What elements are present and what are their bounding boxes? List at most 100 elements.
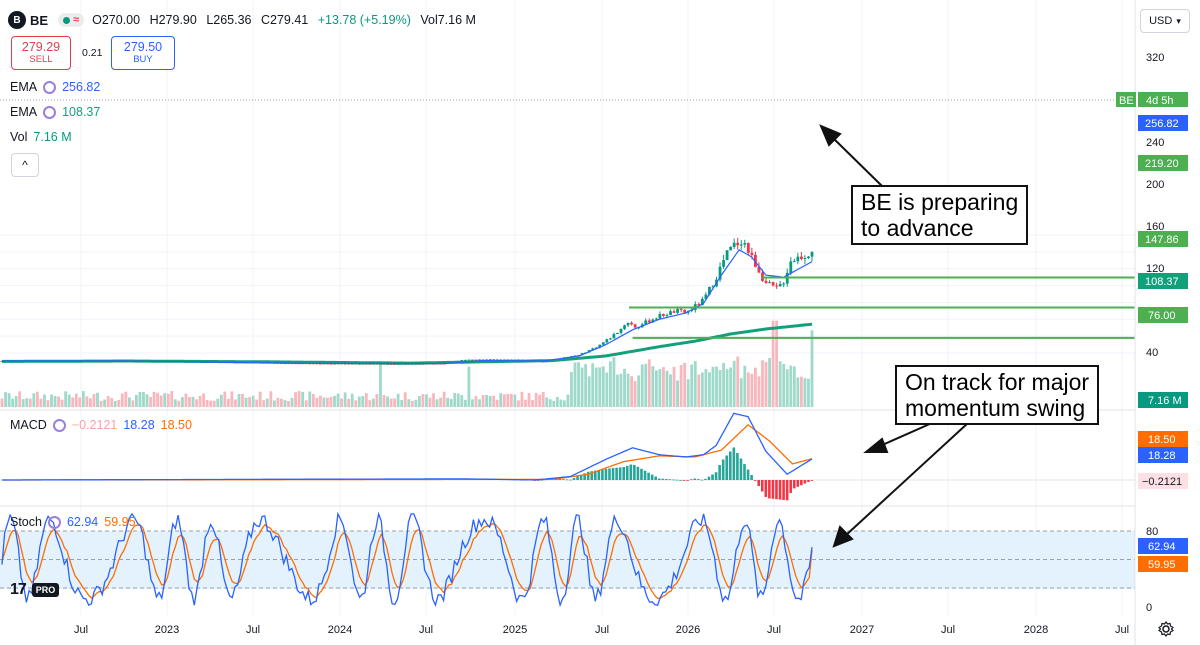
- candle-body: [683, 309, 687, 313]
- volume-bar: [570, 371, 573, 407]
- volume-bar: [149, 396, 152, 407]
- buy-button[interactable]: 279.50 BUY: [111, 36, 175, 70]
- candle-body: [633, 324, 637, 328]
- refresh-icon[interactable]: [47, 515, 61, 529]
- volume-bar: [566, 394, 570, 407]
- level-2-tag: 147.86: [1145, 234, 1179, 246]
- volume-bar: [488, 395, 492, 407]
- candle-body: [771, 282, 775, 286]
- candle-body: [591, 348, 595, 351]
- volume-bar: [145, 394, 149, 407]
- volume-bar: [21, 399, 25, 407]
- volume-bar: [301, 391, 305, 407]
- macd-histogram-bar: [654, 476, 657, 480]
- currency-selector[interactable]: USD ▾: [1140, 9, 1190, 33]
- macd-histogram-bar: [622, 467, 626, 480]
- volume-bar: [156, 392, 160, 407]
- candle-body: [651, 319, 655, 323]
- macd-histogram-bar: [679, 480, 682, 481]
- volume-bar: [545, 397, 549, 407]
- ohlc-readout: O270.00 H279.90 L265.36 C279.41 +13.78 (…: [92, 13, 482, 27]
- volume-bar: [18, 391, 22, 407]
- volume-bar: [548, 399, 552, 407]
- volume-bar: [577, 362, 580, 407]
- macd-histogram-bar: [782, 480, 785, 500]
- gear-icon[interactable]: [1157, 620, 1175, 638]
- macd-histogram-bar: [739, 458, 743, 480]
- volume-bar: [715, 366, 718, 407]
- candle-body: [485, 359, 488, 361]
- low-value: L265.36: [206, 13, 252, 27]
- volume-bar: [580, 367, 584, 407]
- volume-bar: [103, 399, 106, 407]
- macd-histogram-bar: [572, 478, 576, 480]
- volume-bar: [99, 400, 103, 407]
- stoch-legend[interactable]: Stoch 62.94 59.95: [10, 515, 136, 529]
- macd-histogram-bar: [785, 480, 789, 501]
- macd-histogram-bar: [597, 469, 601, 480]
- sell-price: 279.29: [21, 40, 61, 54]
- buy-price: 279.50: [123, 40, 163, 54]
- macd-histogram-bar: [665, 479, 668, 480]
- volume-bar: [626, 373, 630, 407]
- volume-bar: [771, 320, 775, 407]
- macd-histogram-bar: [760, 480, 764, 492]
- volume-bar: [0, 398, 4, 407]
- refresh-icon[interactable]: [43, 105, 57, 119]
- macd-histogram-bar: [689, 479, 693, 481]
- collapse-legend-button[interactable]: ^: [11, 153, 39, 177]
- ema-slow-legend[interactable]: EMA 108.37: [10, 105, 100, 119]
- volume-legend[interactable]: Vol 7.16 M: [10, 130, 72, 144]
- volume-bar: [396, 393, 400, 407]
- tradingview-logo[interactable]: 17 PRO: [10, 580, 60, 600]
- ema-fast-legend[interactable]: EMA 256.82: [10, 80, 100, 94]
- macd-histogram-bar: [771, 480, 775, 499]
- volume-bar: [188, 397, 191, 407]
- volume-bar: [226, 398, 230, 407]
- macd-legend[interactable]: MACD −0.2121 18.28 18.50: [10, 418, 192, 432]
- volume-bar: [350, 393, 354, 407]
- market-status-pill[interactable]: ≈: [58, 13, 85, 27]
- volume-bar: [729, 367, 733, 407]
- candle-body: [803, 258, 807, 260]
- volume-bar: [166, 393, 170, 407]
- volume-bar: [750, 373, 754, 407]
- macd-histogram-bar: [657, 478, 661, 480]
- macd-histogram-bar: [615, 467, 618, 480]
- macd-histogram-bar: [636, 466, 640, 480]
- ema-fast-line: [2, 249, 813, 365]
- refresh-icon[interactable]: [43, 80, 57, 94]
- volume-bar: [746, 372, 750, 407]
- macd-histogram-bar: [682, 480, 686, 481]
- symbol-name[interactable]: BE: [30, 12, 49, 28]
- price-tick-label: 120: [1146, 263, 1164, 275]
- volume-bar: [743, 365, 747, 407]
- volume-bar: [651, 366, 655, 407]
- volume-bar: [612, 357, 616, 407]
- volume-bar: [782, 363, 786, 407]
- macd-histogram-bar: [718, 465, 721, 480]
- symbol-tag-bg: [1116, 92, 1136, 107]
- refresh-icon[interactable]: [52, 418, 66, 432]
- candle-body: [580, 353, 584, 356]
- volume-bar: [761, 360, 764, 407]
- volume-bar: [57, 396, 60, 407]
- sell-label: SELL: [29, 54, 53, 65]
- macd-hist-tag-bg: [1138, 473, 1188, 489]
- sell-button[interactable]: 279.29 SELL: [11, 36, 71, 70]
- volume-bar: [460, 395, 464, 407]
- volume-bar: [679, 365, 683, 407]
- ema-slow-tag: 108.37: [1145, 276, 1179, 288]
- volume-bar: [96, 392, 99, 407]
- volume-bar: [216, 398, 220, 407]
- volume-bar: [248, 397, 251, 407]
- price-tick-label: 160: [1146, 221, 1164, 233]
- macd-histogram-bar: [789, 480, 792, 493]
- candle-body: [796, 256, 800, 262]
- macd-histogram-bar: [586, 471, 590, 480]
- price-axis: 320 240 200 160 120 40 80 0: [1146, 52, 1164, 614]
- volume-bar: [110, 398, 114, 407]
- candle-body: [725, 250, 729, 261]
- macd-histogram-bar: [753, 480, 757, 481]
